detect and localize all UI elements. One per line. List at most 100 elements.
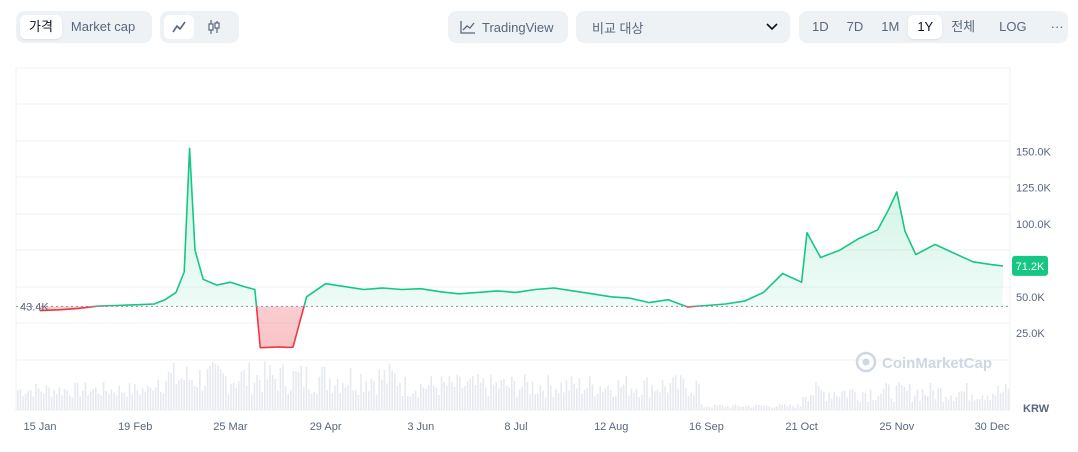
volume-bar [630, 388, 633, 410]
chart-type-toggle [160, 11, 239, 43]
volume-bar [152, 390, 154, 410]
volume-bar [898, 382, 900, 410]
volume-bar [474, 384, 477, 410]
volume-bar [165, 381, 167, 410]
volume-bar [245, 385, 248, 410]
volume-bar [940, 387, 942, 410]
volume-bar [560, 382, 562, 410]
volume-bar [794, 407, 796, 410]
volume-bar [277, 390, 279, 410]
volume-bar [27, 390, 29, 410]
volume-bar [284, 386, 287, 410]
volume-bar [433, 385, 435, 410]
volume-bar [864, 392, 867, 410]
volume-bar [661, 380, 664, 410]
volume-bar [667, 392, 669, 410]
volume-bar [815, 382, 817, 410]
x-tick-label: 16 Sep [689, 421, 724, 433]
volume-bar [37, 388, 40, 410]
volume-bar [232, 382, 235, 410]
volume-bar [973, 400, 976, 410]
range-1y[interactable]: 1Y [908, 15, 943, 39]
volume-bar [115, 395, 118, 410]
volume-bar [859, 402, 861, 410]
volume-bar [126, 396, 128, 410]
volume-bar [669, 382, 672, 410]
range-7d[interactable]: 7D [846, 19, 864, 34]
grid-lines [15, 67, 1011, 411]
volume-bar [932, 390, 934, 410]
tab-market-cap[interactable]: Market cap [70, 19, 136, 34]
volume-bar [219, 369, 222, 410]
tradingview-label: TradingView [482, 19, 554, 35]
volume-bar [713, 404, 716, 410]
volume-bar [66, 390, 68, 410]
volume-bar [833, 392, 835, 410]
volume-bar [334, 385, 336, 410]
volume-bar [872, 400, 874, 410]
x-axis: 15 Jan 19 Feb 25 Mar 29 Apr 3 Jun 8 Jul 12 Aug… [23, 421, 1009, 433]
volume-bar [802, 397, 804, 410]
volume-bar [212, 362, 214, 410]
more-button[interactable]: ··· [1050, 19, 1064, 34]
volume-bar [849, 390, 851, 410]
volume-bar [394, 373, 396, 410]
tradingview-button[interactable]: TradingView [448, 11, 568, 43]
volume-bar [323, 366, 326, 410]
range-all[interactable]: 전체 [951, 19, 976, 34]
volume-bar [641, 394, 643, 410]
volume-bar [316, 394, 318, 410]
volume-bar [477, 374, 479, 410]
volume-bar [167, 371, 170, 410]
volume-bar [420, 383, 422, 410]
volume-bar [50, 396, 53, 410]
compare-select[interactable]: 비교 대상 [576, 11, 790, 43]
volume-bar [206, 368, 209, 410]
volume-bar [30, 389, 32, 410]
volume-bar [721, 405, 724, 410]
volume-bar [178, 380, 180, 410]
volume-bar [209, 365, 211, 410]
volume-bar [664, 386, 666, 410]
volume-bar [199, 369, 201, 410]
volume-bar [492, 384, 495, 410]
volume-bar [464, 386, 466, 410]
volume-bar [846, 397, 848, 410]
volume-bar [812, 395, 815, 410]
x-tick-label: 8 Jul [504, 421, 527, 433]
volume-bar [555, 388, 557, 410]
volume-bar [71, 397, 74, 410]
volume-bar [604, 388, 607, 410]
volume-bar [862, 392, 864, 410]
candlestick-chart-button[interactable] [199, 15, 229, 39]
volume-bar [578, 378, 581, 410]
volume-bar [368, 391, 370, 410]
volume-bar [934, 399, 937, 410]
volume-bar [568, 390, 570, 410]
volume-bar [771, 407, 773, 410]
volume-bar [599, 386, 601, 410]
volume-bar [201, 390, 204, 410]
volume-bar [955, 396, 958, 410]
mode-toggle: 가격 Market cap [16, 11, 152, 43]
volume-bar [690, 392, 692, 410]
volume-bar [121, 392, 123, 410]
volume-bar [903, 387, 906, 410]
volume-bar [157, 379, 159, 410]
current-price-badge: 71.2K [1012, 255, 1048, 276]
line-chart-button[interactable] [164, 15, 194, 39]
volume-bar [908, 383, 911, 410]
volume-bar [295, 371, 297, 410]
range-1d[interactable]: 1D [812, 19, 829, 34]
volume-bar [836, 395, 838, 410]
range-1m[interactable]: 1M [881, 19, 900, 34]
log-toggle[interactable]: LOG [999, 19, 1027, 34]
volume-bar [318, 376, 321, 410]
volume-bar [383, 369, 386, 410]
x-tick-label: 19 Feb [118, 421, 152, 433]
volume-bar [596, 394, 599, 410]
tab-price[interactable]: 가격 [20, 15, 62, 39]
volume-bar [994, 395, 997, 410]
volume-bar [360, 373, 362, 410]
